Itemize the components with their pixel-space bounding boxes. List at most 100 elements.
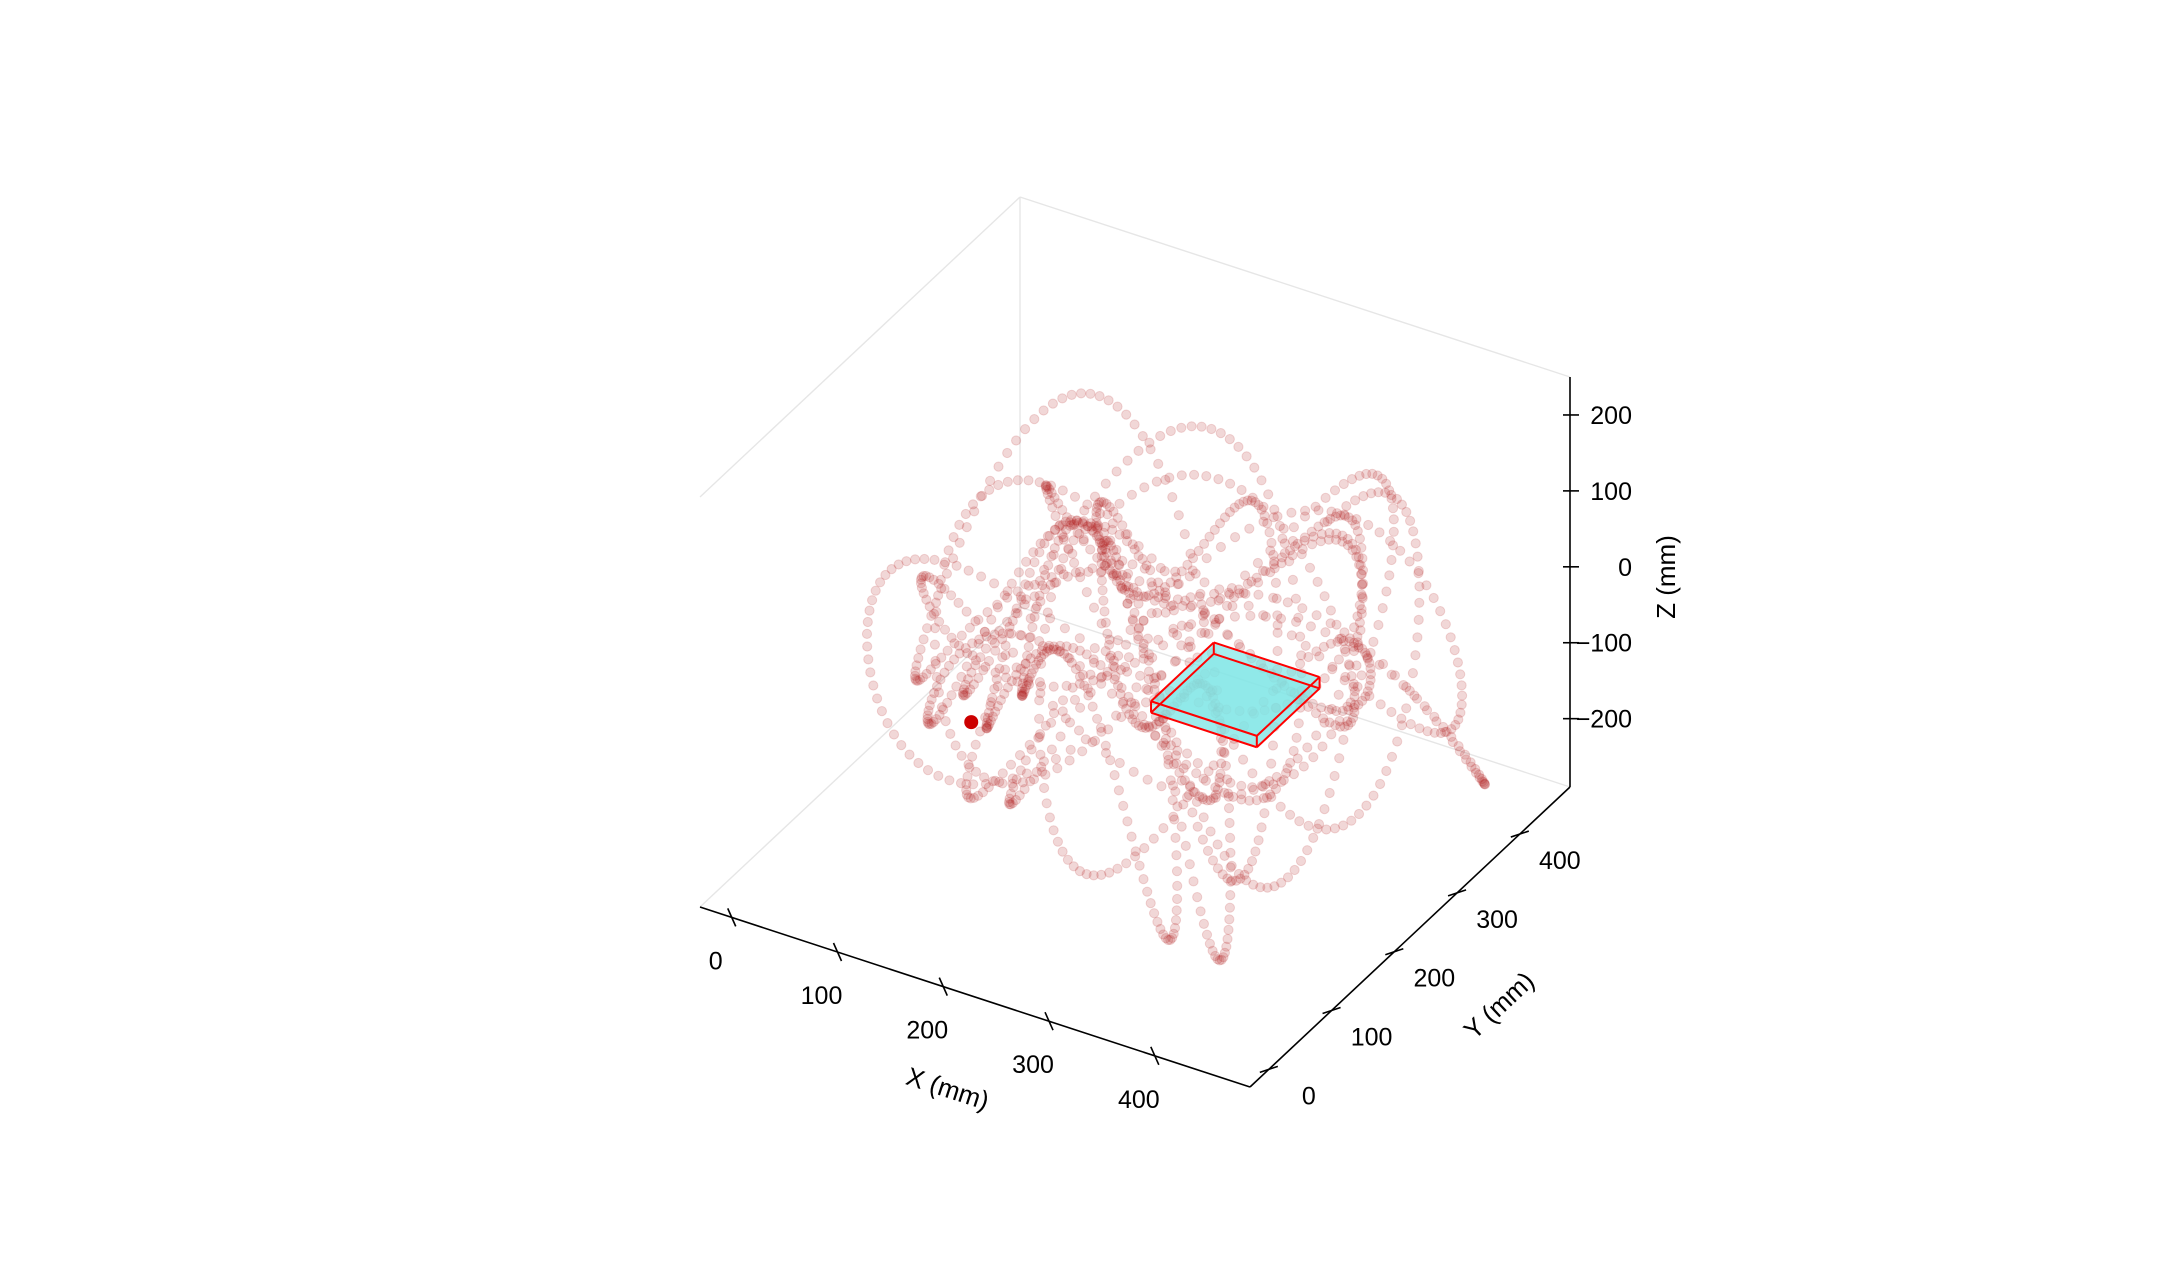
trajectory-point (1108, 569, 1119, 580)
trajectory-point (1183, 642, 1194, 653)
trajectory-point (1221, 941, 1232, 952)
trajectory-point (1015, 765, 1026, 776)
trajectory-point (1082, 683, 1093, 694)
trajectory-point (1017, 690, 1028, 701)
trajectory-point (1011, 603, 1022, 614)
trajectory-point (1112, 512, 1123, 523)
trajectory-point (1338, 734, 1349, 746)
trajectory-point (1026, 668, 1037, 679)
trajectory-point (1405, 719, 1416, 730)
trajectory-point (1348, 702, 1360, 713)
trajectory-point (1130, 846, 1141, 857)
trajectory-point (1288, 522, 1300, 533)
pane-edge (1019, 196, 1571, 378)
trajectory-point (1126, 489, 1138, 500)
trajectory-point (1083, 566, 1094, 578)
trajectory-point (1189, 469, 1200, 480)
trajectory-point (1092, 499, 1104, 510)
trajectory-point (1334, 633, 1345, 645)
trajectory-point (1064, 520, 1076, 532)
trajectory-point (1021, 556, 1032, 567)
trajectory-point (1357, 565, 1369, 576)
trajectory-point (1105, 650, 1117, 661)
trajectory-point (930, 658, 941, 670)
trajectory-point (1145, 898, 1156, 909)
trajectory-point (1111, 710, 1122, 721)
trajectory-point (936, 583, 947, 594)
trajectory-point (1356, 670, 1367, 681)
trajectory-point (1053, 564, 1064, 576)
trajectory-point (1040, 481, 1051, 493)
trajectory-point (1377, 603, 1388, 614)
trajectory-point (1256, 780, 1267, 792)
trajectory-point (1036, 658, 1047, 670)
trajectory-point (1205, 596, 1217, 608)
trajectory-point (1035, 596, 1046, 607)
trajectory-point (1036, 652, 1047, 663)
trajectory-point (1200, 775, 1212, 786)
trajectory-point (1277, 533, 1288, 544)
trajectory-point (1040, 720, 1051, 731)
trajectory-point (990, 706, 1001, 717)
trajectory-point (1102, 666, 1113, 678)
trajectory-point (1095, 567, 1107, 578)
trajectory-point (1357, 643, 1368, 654)
trajectory-point (1387, 503, 1399, 514)
trajectory-point (1178, 799, 1189, 810)
target-box-edge (1150, 653, 1215, 714)
trajectory-point (961, 785, 972, 796)
trajectory-point (1114, 757, 1125, 769)
trajectory-point (1269, 556, 1280, 567)
trajectory-point (1465, 757, 1476, 768)
trajectory-point (933, 770, 944, 782)
trajectory-point (1435, 727, 1447, 739)
trajectory-point (1182, 559, 1193, 571)
trajectory-point (1111, 552, 1122, 563)
trajectory-point (1222, 629, 1233, 640)
trajectory-point (1000, 650, 1011, 661)
trajectory-point (1105, 540, 1117, 551)
trajectory-point (1276, 776, 1287, 788)
trajectory-point (972, 790, 984, 801)
trajectory-point (992, 701, 1004, 712)
trajectory-point (1212, 954, 1223, 965)
trajectory-point (1272, 627, 1283, 638)
trajectory-point (1149, 588, 1160, 599)
trajectory-point (1037, 580, 1048, 591)
y-tick-label: 400 (1539, 847, 1581, 875)
trajectory-point (1165, 577, 1176, 588)
trajectory-point (1150, 730, 1161, 741)
trajectory-point (1210, 792, 1221, 803)
trajectory-point (1134, 576, 1145, 587)
trajectory-point (943, 545, 954, 556)
trajectory-point (1138, 615, 1149, 626)
trajectory-point (1388, 514, 1399, 525)
trajectory-point (948, 532, 959, 543)
trajectory-point (1038, 405, 1049, 416)
trajectory-point (1358, 491, 1369, 502)
trajectory-point (1256, 822, 1267, 833)
trajectory-point (940, 716, 951, 727)
trajectory-point (1245, 610, 1256, 622)
trajectory-point (961, 606, 972, 617)
trajectory-point (1410, 650, 1421, 661)
trajectory-point (1122, 598, 1133, 609)
trajectory-point (1349, 707, 1360, 718)
trajectory-point (1101, 547, 1112, 558)
trajectory-point (1203, 628, 1214, 639)
trajectory-point (1123, 691, 1134, 703)
trajectory-point (1011, 669, 1022, 680)
trajectory-point (1069, 694, 1081, 706)
x-tick-mark (1044, 1011, 1054, 1031)
trajectory-point (1331, 528, 1342, 539)
trajectory-point (1142, 886, 1153, 897)
trajectory-point (914, 674, 926, 685)
trajectory-point (1155, 430, 1166, 442)
trajectory-point (1070, 567, 1082, 578)
trajectory-point (1094, 508, 1106, 519)
trajectory-point (1127, 559, 1138, 570)
trajectory-point (1244, 795, 1255, 806)
trajectory-point (1028, 774, 1040, 785)
trajectory-point (1354, 533, 1366, 544)
trajectory-point (1478, 777, 1489, 788)
